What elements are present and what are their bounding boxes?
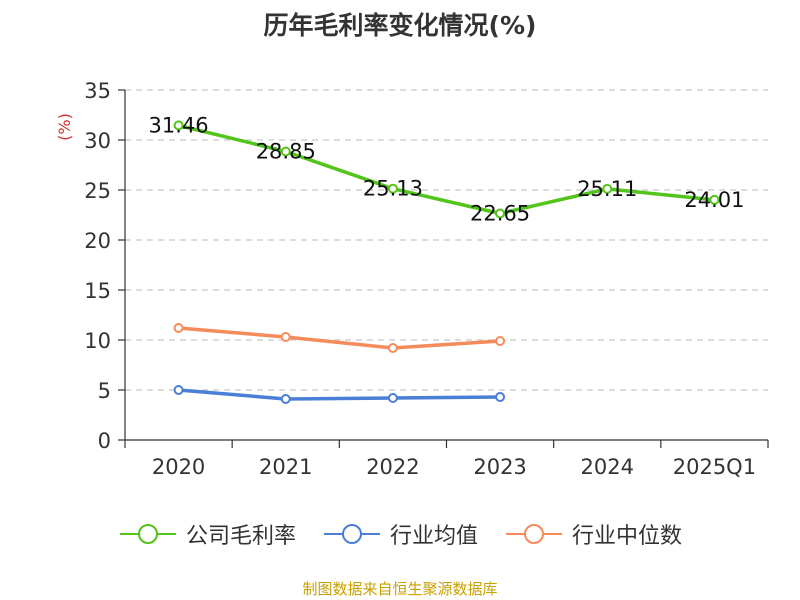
x-tick-label: 2022: [366, 455, 419, 479]
data-labels: 31.46 28.85 25.13 22.65 25.11 24.01: [149, 113, 745, 225]
legend-label: 行业中位数: [572, 524, 683, 549]
data-label: 31.46: [149, 113, 209, 137]
grid-lines: [125, 89, 768, 391]
data-point: [495, 336, 506, 346]
series-lines: [173, 120, 720, 404]
data-point: [387, 183, 398, 194]
data-label: 25.11: [577, 177, 637, 201]
legend-swatch: [323, 524, 380, 544]
series-line-0: [178, 123, 715, 216]
y-tick-label: 30: [84, 129, 111, 153]
y-tick-label: 35: [84, 79, 111, 103]
y-tick-label: 0: [98, 429, 111, 453]
legend-swatch: [506, 524, 562, 544]
series-line-1: [178, 388, 501, 401]
x-tick-label: 2023: [473, 455, 526, 479]
legend-label: 行业均值: [389, 524, 478, 549]
data-label: 25.13: [363, 177, 423, 201]
legend-swatch-marker: [524, 524, 544, 544]
chart-title: 历年毛利率变化情况(%): [263, 11, 537, 40]
legend-label: 公司毛利率: [185, 524, 296, 549]
x-tick-label: 2024: [581, 455, 634, 479]
data-point: [495, 392, 506, 402]
x-tick-label: 2020: [152, 455, 205, 479]
legend-item[interactable]: 公司毛利率: [118, 518, 296, 550]
x-tick-label: 2025Q1: [673, 455, 756, 479]
data-label: 28.85: [256, 140, 316, 164]
legend-item[interactable]: 行业均值: [322, 518, 478, 550]
data-point: [173, 120, 184, 131]
y-tick-label: 10: [84, 329, 111, 353]
data-point: [387, 343, 398, 353]
data-label: 22.65: [470, 202, 530, 226]
data-point: [280, 332, 291, 342]
legend-item[interactable]: 行业中位数: [504, 518, 682, 550]
legend-swatch-marker: [137, 524, 158, 544]
data-point: [602, 183, 613, 194]
data-point: [173, 385, 184, 395]
data-point: [280, 394, 291, 404]
data-label: 24.01: [684, 188, 744, 212]
series-line-2: [178, 326, 501, 350]
data-point: [709, 194, 720, 205]
y-tick-label: 20: [84, 229, 111, 253]
y-tick-label: 5: [98, 379, 111, 403]
y-tick-label: 15: [84, 279, 111, 303]
data-point: [387, 393, 398, 403]
axes: 0 5 10 15 20 25 30 35 2020 2021 2022 2023 2024 2025Q1…: [55, 79, 769, 479]
legend-swatch-marker: [341, 524, 362, 544]
x-tick-label: 2021: [259, 455, 312, 479]
legend: 公司毛利率 行业均值 行业中位数: [0, 518, 800, 550]
source-note: 制图数据来自恒生聚源数据库: [302, 580, 498, 598]
y-axis-label: (%): [55, 113, 74, 141]
legend-swatch: [119, 524, 176, 544]
data-point: [173, 323, 184, 333]
data-point: [280, 146, 291, 157]
y-tick-label: 25: [84, 179, 111, 203]
data-point: [495, 208, 506, 219]
